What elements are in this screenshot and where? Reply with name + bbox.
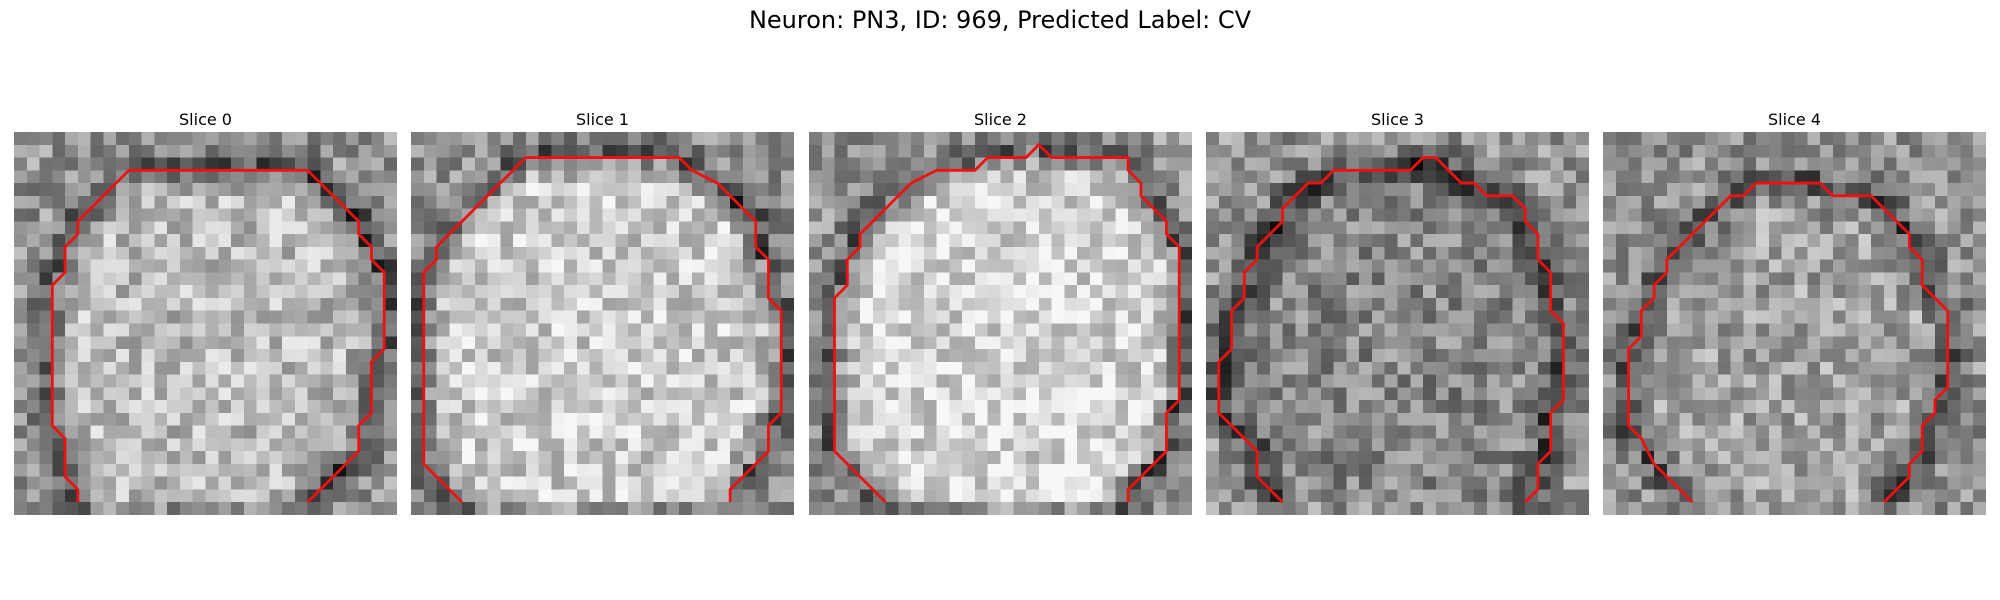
- roi-contour: [1627, 181, 1950, 504]
- slice-panel-4: Slice 4: [1603, 108, 1986, 515]
- slice-panel-1: Slice 1: [411, 108, 794, 515]
- slice-image: [1206, 132, 1589, 515]
- figure-title: Neuron: PN3, ID: 969, Predicted Label: C…: [748, 6, 1252, 34]
- roi-contour: [833, 142, 1181, 504]
- slice-panel-0: Slice 0: [14, 108, 397, 515]
- slice-image: [14, 132, 397, 515]
- slice-panel-2: Slice 2: [809, 108, 1192, 515]
- slice-title: Slice 3: [1371, 110, 1424, 129]
- slice-image: [809, 132, 1192, 515]
- roi-contour: [422, 156, 783, 504]
- slice-title: Slice 4: [1768, 110, 1821, 129]
- slice-title: Slice 1: [576, 110, 629, 129]
- roi-contour: [50, 168, 386, 504]
- slice-title: Slice 0: [179, 110, 232, 129]
- slice-panel-3: Slice 3: [1206, 108, 1589, 515]
- slice-image: [411, 132, 794, 515]
- slice-image: [1603, 132, 1986, 515]
- roi-contour: [1217, 156, 1565, 504]
- slice-title: Slice 2: [974, 110, 1027, 129]
